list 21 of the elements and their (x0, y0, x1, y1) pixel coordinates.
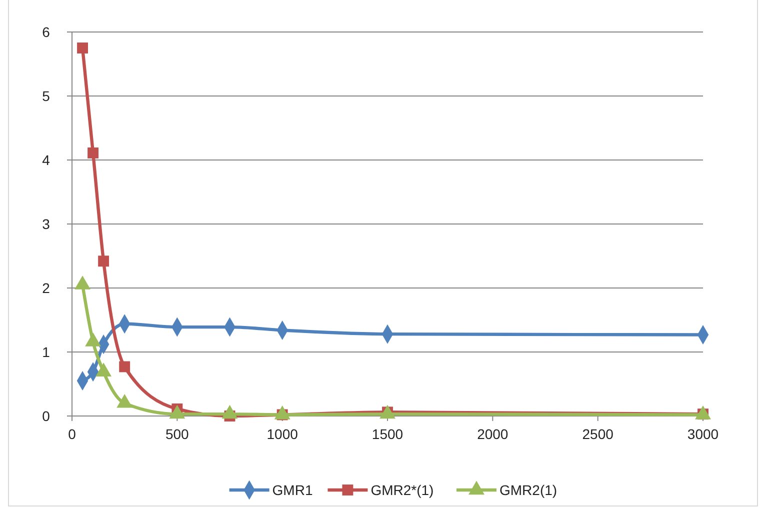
y-tick-label: 3 (42, 216, 50, 232)
legend-label: GMR1 (272, 482, 313, 498)
x-tick-label: 500 (165, 426, 190, 442)
point (98, 256, 110, 267)
point (77, 42, 88, 54)
point (88, 147, 99, 158)
x-tick-label: 1500 (372, 426, 404, 442)
y-tick-label: 1 (42, 344, 50, 360)
x-tick-label: 2000 (477, 426, 508, 442)
x-tick-label: 1000 (266, 426, 298, 442)
y-tick-label: 5 (42, 88, 50, 104)
legend-label: GMR2(1) (500, 482, 558, 498)
x-tick-label: 2500 (582, 426, 614, 442)
legend-label: GMR2*(1) (370, 482, 434, 498)
y-tick-label: 6 (42, 24, 50, 40)
y-tick-label: 2 (42, 280, 50, 296)
y-tick-label: 0 (42, 408, 50, 424)
y-tick-label: 4 (42, 152, 50, 168)
x-tick-label: 3000 (687, 426, 719, 442)
x-tick-label: 0 (68, 426, 76, 442)
point (119, 361, 130, 372)
